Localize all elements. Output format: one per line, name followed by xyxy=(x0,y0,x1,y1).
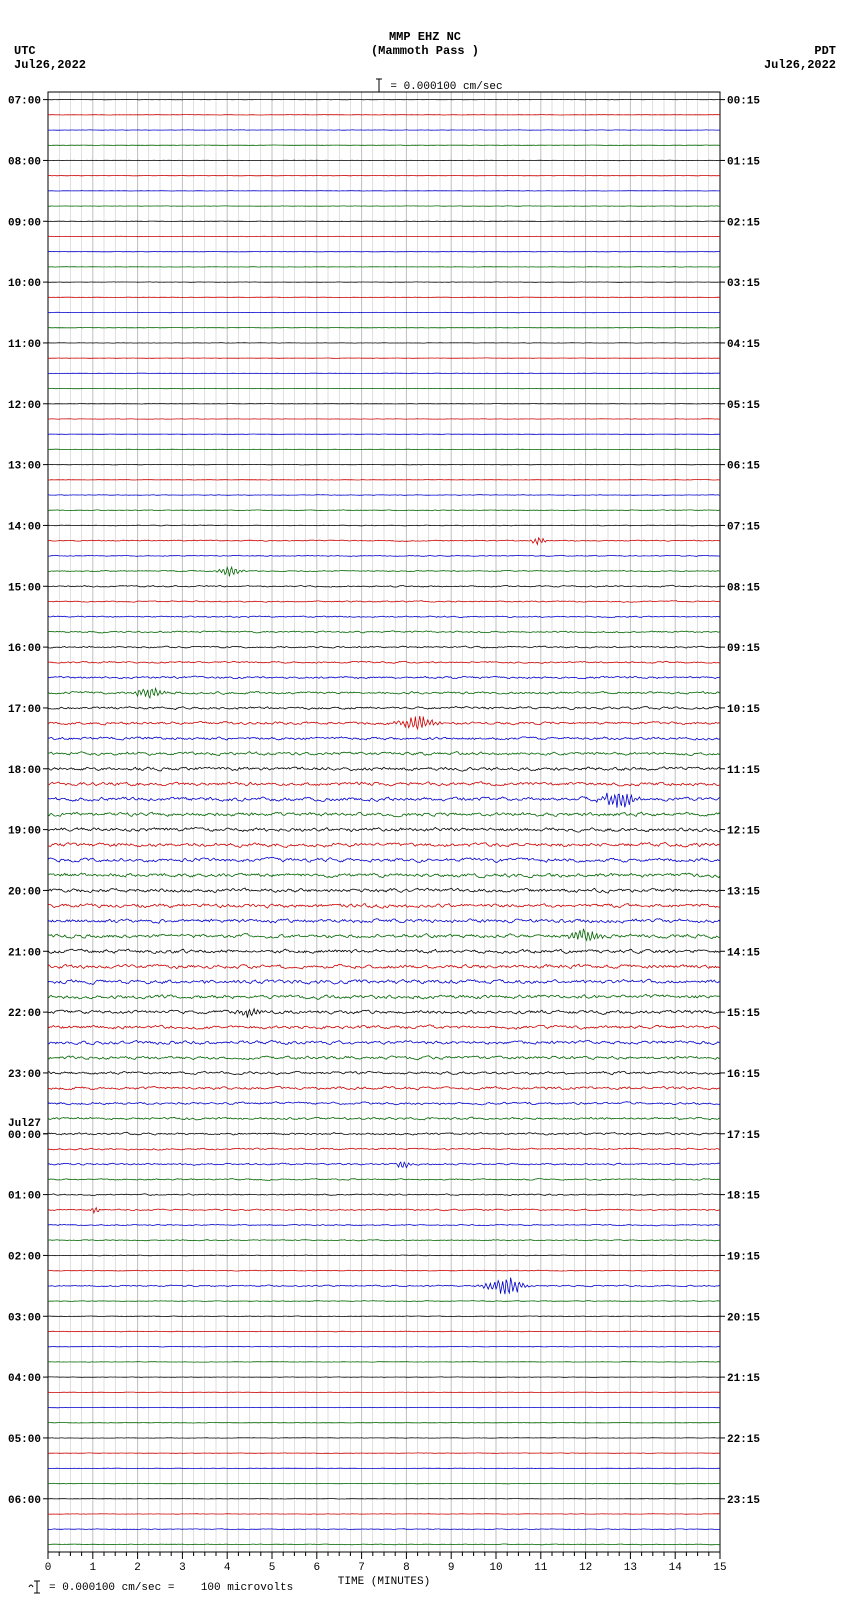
svg-text:04:00: 04:00 xyxy=(8,1373,41,1385)
svg-text:06:15: 06:15 xyxy=(727,461,760,473)
svg-text:17:15: 17:15 xyxy=(727,1130,760,1142)
svg-text:09:00: 09:00 xyxy=(8,217,41,229)
station-code: MMP EHZ NC xyxy=(0,30,850,44)
svg-text:10: 10 xyxy=(489,1562,502,1574)
svg-text:10:15: 10:15 xyxy=(727,704,760,716)
svg-text:06:00: 06:00 xyxy=(8,1495,41,1507)
svg-text:03:00: 03:00 xyxy=(8,1312,41,1324)
svg-text:19:00: 19:00 xyxy=(8,826,41,838)
svg-text:21:15: 21:15 xyxy=(727,1373,760,1385)
svg-text:20:00: 20:00 xyxy=(8,886,41,898)
svg-text:21:00: 21:00 xyxy=(8,947,41,959)
left-timezone: UTC xyxy=(14,44,36,58)
svg-text:22:15: 22:15 xyxy=(727,1434,760,1446)
svg-text:00:15: 00:15 xyxy=(727,96,760,108)
footer-scale: = 0.000100 cm/sec = 100 microvolts xyxy=(2,1567,293,1607)
svg-text:11:15: 11:15 xyxy=(727,765,760,777)
svg-text:09:15: 09:15 xyxy=(727,643,760,655)
svg-text:07:00: 07:00 xyxy=(8,96,41,108)
svg-text:01:00: 01:00 xyxy=(8,1191,41,1203)
svg-text:23:15: 23:15 xyxy=(727,1495,760,1507)
svg-text:14:00: 14:00 xyxy=(8,521,41,533)
svg-text:05:00: 05:00 xyxy=(8,1434,41,1446)
svg-text:00:00: 00:00 xyxy=(8,1130,41,1142)
svg-text:9: 9 xyxy=(448,1562,455,1574)
svg-text:04:15: 04:15 xyxy=(727,339,760,351)
svg-text:01:15: 01:15 xyxy=(727,156,760,168)
svg-text:10:00: 10:00 xyxy=(8,278,41,290)
svg-text:07:15: 07:15 xyxy=(727,521,760,533)
right-timezone: PDT xyxy=(814,44,836,58)
svg-text:08:15: 08:15 xyxy=(727,582,760,594)
svg-text:13:00: 13:00 xyxy=(8,461,41,473)
svg-text:03:15: 03:15 xyxy=(727,278,760,290)
svg-text:18:00: 18:00 xyxy=(8,765,41,777)
svg-text:13:15: 13:15 xyxy=(727,886,760,898)
seismogram-plot: 0123456789101112131415TIME (MINUTES)07:0… xyxy=(0,88,802,1598)
svg-text:19:15: 19:15 xyxy=(727,1251,760,1263)
svg-text:20:15: 20:15 xyxy=(727,1312,760,1324)
svg-text:12: 12 xyxy=(579,1562,592,1574)
seismogram-wrapper: MMP EHZ NC (Mammoth Pass ) UTC Jul26,202… xyxy=(0,0,850,1613)
svg-text:Jul27: Jul27 xyxy=(8,1118,41,1130)
svg-text:12:00: 12:00 xyxy=(8,400,41,412)
scale-bar-icon xyxy=(28,1579,42,1595)
svg-text:16:00: 16:00 xyxy=(8,643,41,655)
svg-text:8: 8 xyxy=(403,1562,410,1574)
svg-text:14: 14 xyxy=(669,1562,683,1574)
svg-text:7: 7 xyxy=(358,1562,365,1574)
svg-text:15:15: 15:15 xyxy=(727,1008,760,1020)
svg-text:23:00: 23:00 xyxy=(8,1069,41,1081)
footer-scale-text: = 0.000100 cm/sec = 100 microvolts xyxy=(42,1582,293,1594)
svg-text:11:00: 11:00 xyxy=(8,339,41,351)
svg-text:17:00: 17:00 xyxy=(8,704,41,716)
svg-text:02:15: 02:15 xyxy=(727,217,760,229)
svg-text:08:00: 08:00 xyxy=(8,156,41,168)
station-name: (Mammoth Pass ) xyxy=(0,44,850,58)
svg-text:TIME (MINUTES): TIME (MINUTES) xyxy=(338,1576,430,1588)
svg-text:18:15: 18:15 xyxy=(727,1191,760,1203)
svg-text:22:00: 22:00 xyxy=(8,1008,41,1020)
svg-text:02:00: 02:00 xyxy=(8,1251,41,1263)
svg-text:05:15: 05:15 xyxy=(727,400,760,412)
svg-text:14:15: 14:15 xyxy=(727,947,760,959)
svg-text:11: 11 xyxy=(534,1562,548,1574)
svg-text:15: 15 xyxy=(713,1562,726,1574)
svg-text:16:15: 16:15 xyxy=(727,1069,760,1081)
svg-text:13: 13 xyxy=(624,1562,637,1574)
svg-text:12:15: 12:15 xyxy=(727,826,760,838)
svg-text:6: 6 xyxy=(313,1562,320,1574)
svg-text:15:00: 15:00 xyxy=(8,582,41,594)
